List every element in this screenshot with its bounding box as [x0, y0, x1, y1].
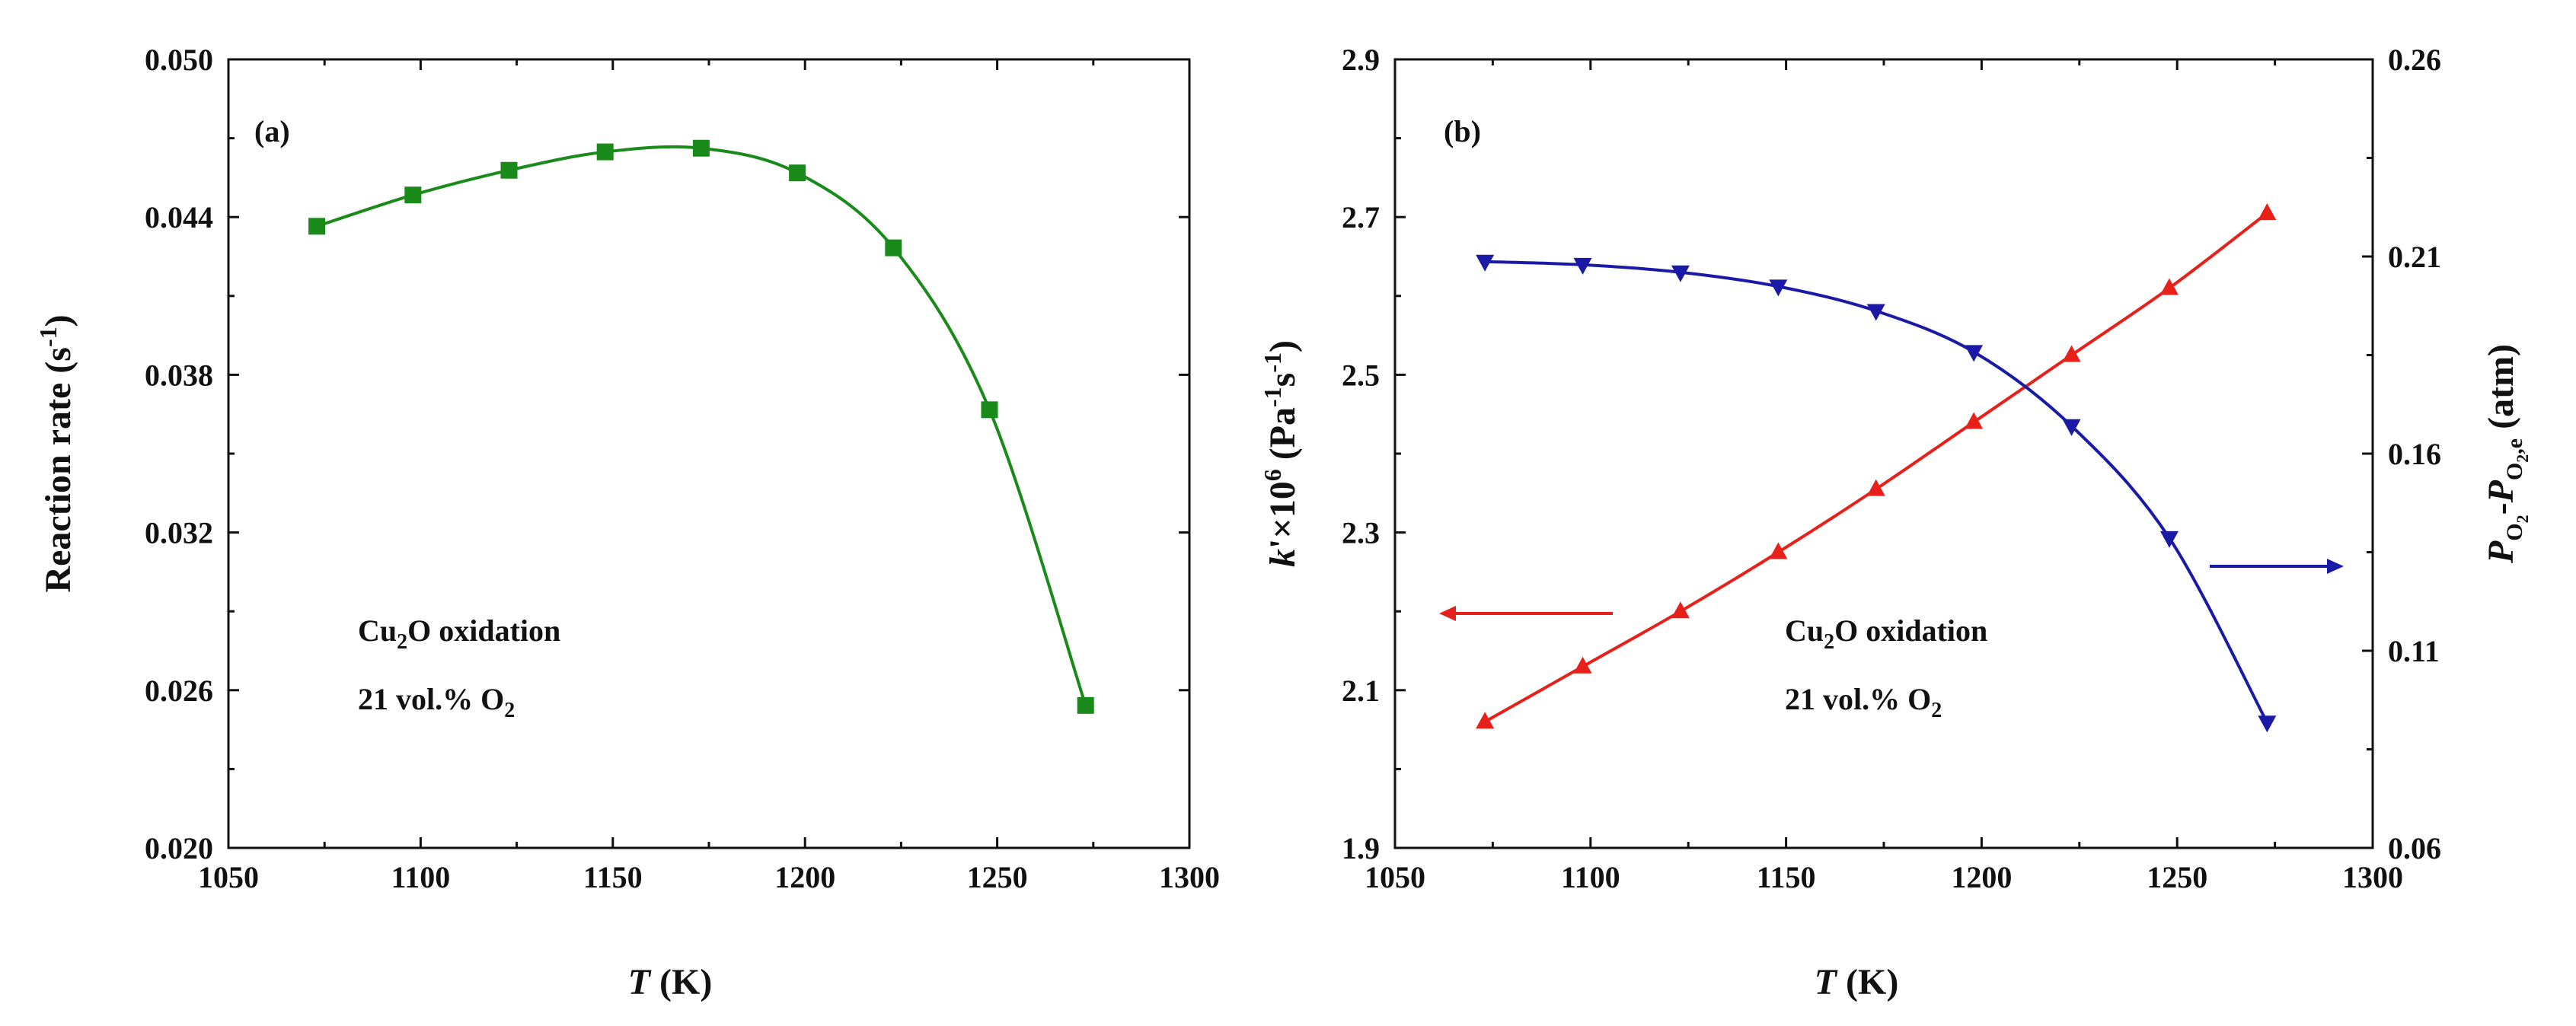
data-point — [1077, 696, 1094, 714]
x-tick-label: 1150 — [1757, 860, 1816, 894]
series-markers-reaction-rate — [308, 139, 1094, 714]
y-tick-label: 0.26 — [2388, 43, 2441, 77]
data-point — [981, 401, 998, 419]
y-tick-label: 0.11 — [2388, 634, 2440, 668]
y-tick-label: 2.7 — [1342, 200, 1380, 234]
data-point — [1476, 712, 1495, 729]
y-tick-label: 0.026 — [145, 674, 213, 708]
y-tick-label: 0.16 — [2388, 437, 2441, 471]
y-tick-label: 2.1 — [1342, 674, 1380, 708]
x-tick-label: 1200 — [1951, 860, 2012, 894]
x-tick-label: 1250 — [2147, 860, 2207, 894]
data-point — [404, 186, 422, 204]
y-axis-ticks-a: 0.020 0.026 0.032 0.038 0.044 0.050 — [145, 43, 1189, 865]
x-tick-label: 1300 — [1159, 860, 1220, 894]
data-point — [1769, 279, 1788, 297]
data-point — [2258, 715, 2277, 733]
annotation-line-1-b: Cu2O oxidation — [1785, 613, 1987, 654]
data-point — [1965, 412, 1984, 429]
y-axis-right-label-b: PO2-PO2,e (atm) — [2481, 344, 2532, 564]
x-tick-label: 1150 — [583, 860, 643, 894]
panel-label-b: (b) — [1444, 114, 1481, 148]
arrow-left-axis-indicator — [1439, 606, 1613, 621]
data-point — [1965, 345, 1984, 362]
series-line-reaction-rate — [316, 145, 1087, 706]
panel-label-a: (a) — [254, 114, 290, 148]
data-point — [2258, 203, 2277, 221]
annotation-line-1-a: Cu2O oxidation — [358, 613, 560, 654]
data-point — [1769, 542, 1788, 559]
y-tick-label: 0.21 — [2388, 240, 2441, 274]
x-tick-label: 1050 — [198, 860, 259, 894]
x-axis-ticks-b: 1050 1100 1150 1200 1250 1300 — [1365, 59, 2403, 894]
y-axis-left-label-b: k'×106 (Pa-1s-1) — [1259, 340, 1303, 567]
x-tick-label: 1250 — [967, 860, 1028, 894]
chart-panel-b: 1050 1100 1150 1200 1250 1300 1.9 2.1 2.3 2.5 2.7… — [1259, 43, 2532, 1002]
y-tick-label: 0.06 — [2388, 831, 2441, 865]
y-axis-label-a: Reaction rate (s-1) — [34, 314, 78, 592]
x-tick-label: 1100 — [391, 860, 451, 894]
series-markers-po2-difference — [1476, 254, 2277, 733]
data-point — [1671, 265, 1690, 282]
x-tick-label: 1050 — [1365, 860, 1425, 894]
y-tick-label: 0.044 — [145, 200, 213, 234]
y-tick-label: 2.5 — [1342, 358, 1380, 392]
data-point — [2159, 278, 2179, 295]
y-tick-label: 0.020 — [145, 831, 213, 865]
data-point — [1866, 479, 1885, 496]
data-point — [308, 218, 326, 235]
x-tick-label: 1100 — [1561, 860, 1620, 894]
y-tick-label: 0.050 — [145, 43, 213, 77]
data-point — [1573, 656, 1592, 674]
y-tick-label: 1.9 — [1342, 831, 1380, 865]
data-point — [596, 143, 614, 161]
plot-frame-b — [1393, 58, 2374, 849]
data-point — [2062, 419, 2081, 436]
arrow-right-axis-indicator — [2210, 559, 2344, 574]
annotation-line-2-a: 21 vol.% O2 — [358, 682, 515, 722]
x-tick-label: 1200 — [774, 860, 835, 894]
y-tick-label: 0.032 — [145, 516, 213, 550]
data-point — [1573, 257, 1592, 275]
y-axis-left-ticks-b: 1.9 2.1 2.3 2.5 2.7 2.9 — [1342, 43, 1406, 865]
y-tick-label: 2.9 — [1342, 43, 1380, 77]
x-axis-label-a: T (K) — [628, 962, 713, 1002]
y-tick-label: 0.038 — [145, 358, 213, 392]
y-axis-right-ticks-b: 0.06 0.11 0.16 0.21 0.26 — [2362, 43, 2441, 865]
data-point — [1671, 601, 1690, 619]
data-point — [2159, 531, 2179, 548]
x-tick-label: 1300 — [2342, 860, 2403, 894]
x-axis-ticks-a: 1050 1100 1150 1200 1250 1300 — [198, 59, 1220, 894]
data-point — [692, 139, 710, 157]
data-point — [2062, 345, 2081, 362]
chart-panel-a: 1050 1100 1150 1200 1250 1300 0.020 0.026 0.032… — [34, 43, 1220, 1002]
y-tick-label: 2.3 — [1342, 516, 1380, 550]
data-point — [1866, 304, 1885, 321]
plot-frame-a — [227, 58, 1191, 849]
annotation-line-2-b: 21 vol.% O2 — [1785, 682, 1942, 722]
series-markers-k-prime — [1476, 203, 2277, 729]
data-point — [500, 161, 518, 179]
data-point — [789, 164, 806, 182]
data-point — [1476, 254, 1495, 272]
x-axis-label-b: T (K) — [1815, 962, 1899, 1002]
data-point — [885, 239, 902, 256]
